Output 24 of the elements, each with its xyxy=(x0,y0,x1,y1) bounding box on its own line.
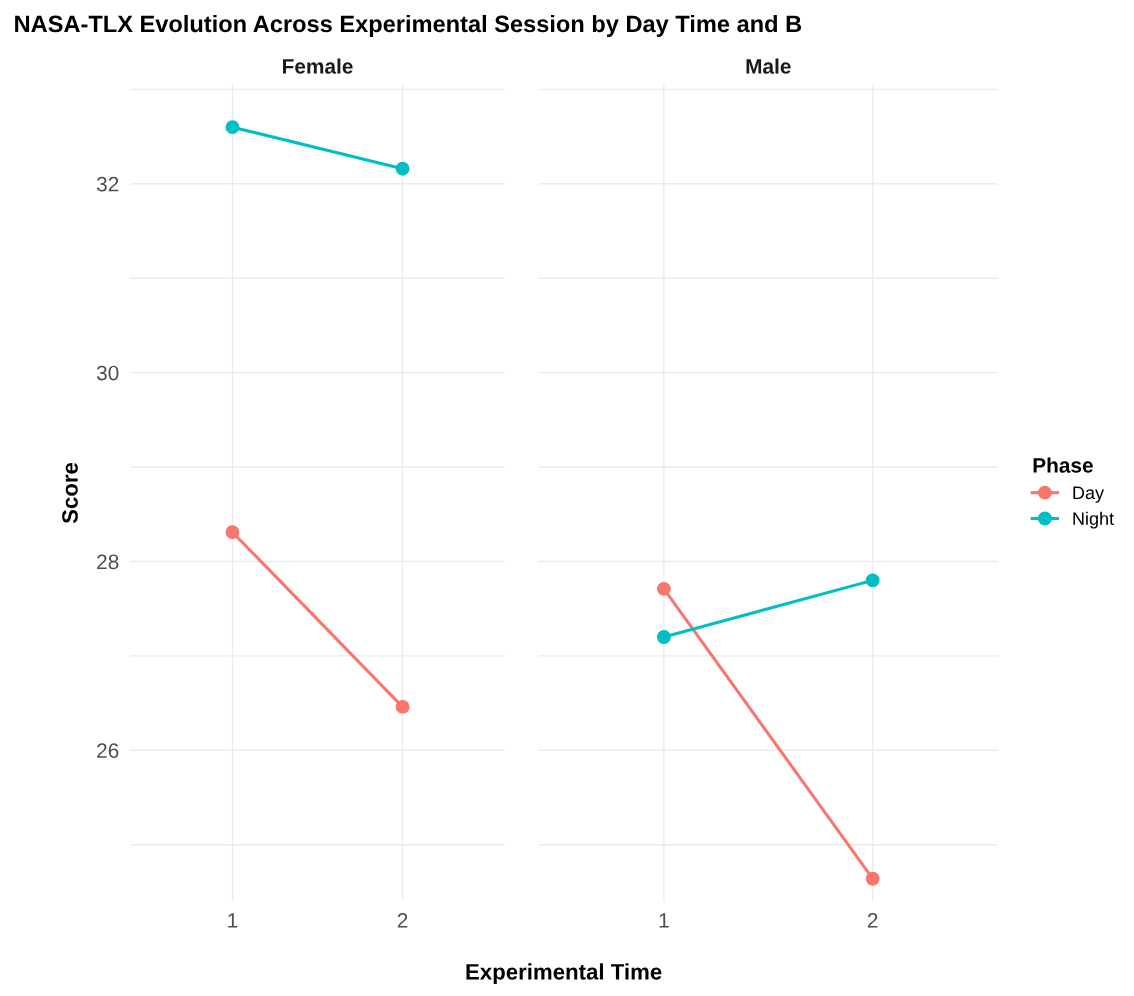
point xyxy=(225,120,240,135)
y-tick-label: 26 xyxy=(97,743,119,759)
x-tick-label: 1 xyxy=(228,913,238,928)
point xyxy=(865,871,880,886)
y-tick-label: 30 xyxy=(96,365,119,381)
point xyxy=(865,573,880,588)
point xyxy=(225,525,240,540)
point xyxy=(395,161,410,176)
y-tick-label: 32 xyxy=(96,176,119,192)
chart-subtitle: Male xyxy=(746,58,791,74)
legend-label: Day xyxy=(1073,486,1105,503)
x-tick-label: 2 xyxy=(397,913,408,928)
x-tick-label: 2 xyxy=(867,913,878,928)
x-axis-title: Experimental Time xyxy=(466,963,662,985)
y-axis-title: Score xyxy=(62,462,78,524)
point xyxy=(656,630,671,644)
legend-title: Phase xyxy=(1033,457,1093,473)
x-tick-label: 1 xyxy=(659,913,669,928)
point xyxy=(656,581,671,596)
legend-label: Night xyxy=(1073,511,1114,529)
point xyxy=(395,699,410,714)
chart-subtitle: Female xyxy=(283,58,353,74)
y-tick-label: 28 xyxy=(97,554,119,570)
chart-title: NASA-TLX Evolution Across Experimental Session by Day Time and B xyxy=(15,14,802,37)
